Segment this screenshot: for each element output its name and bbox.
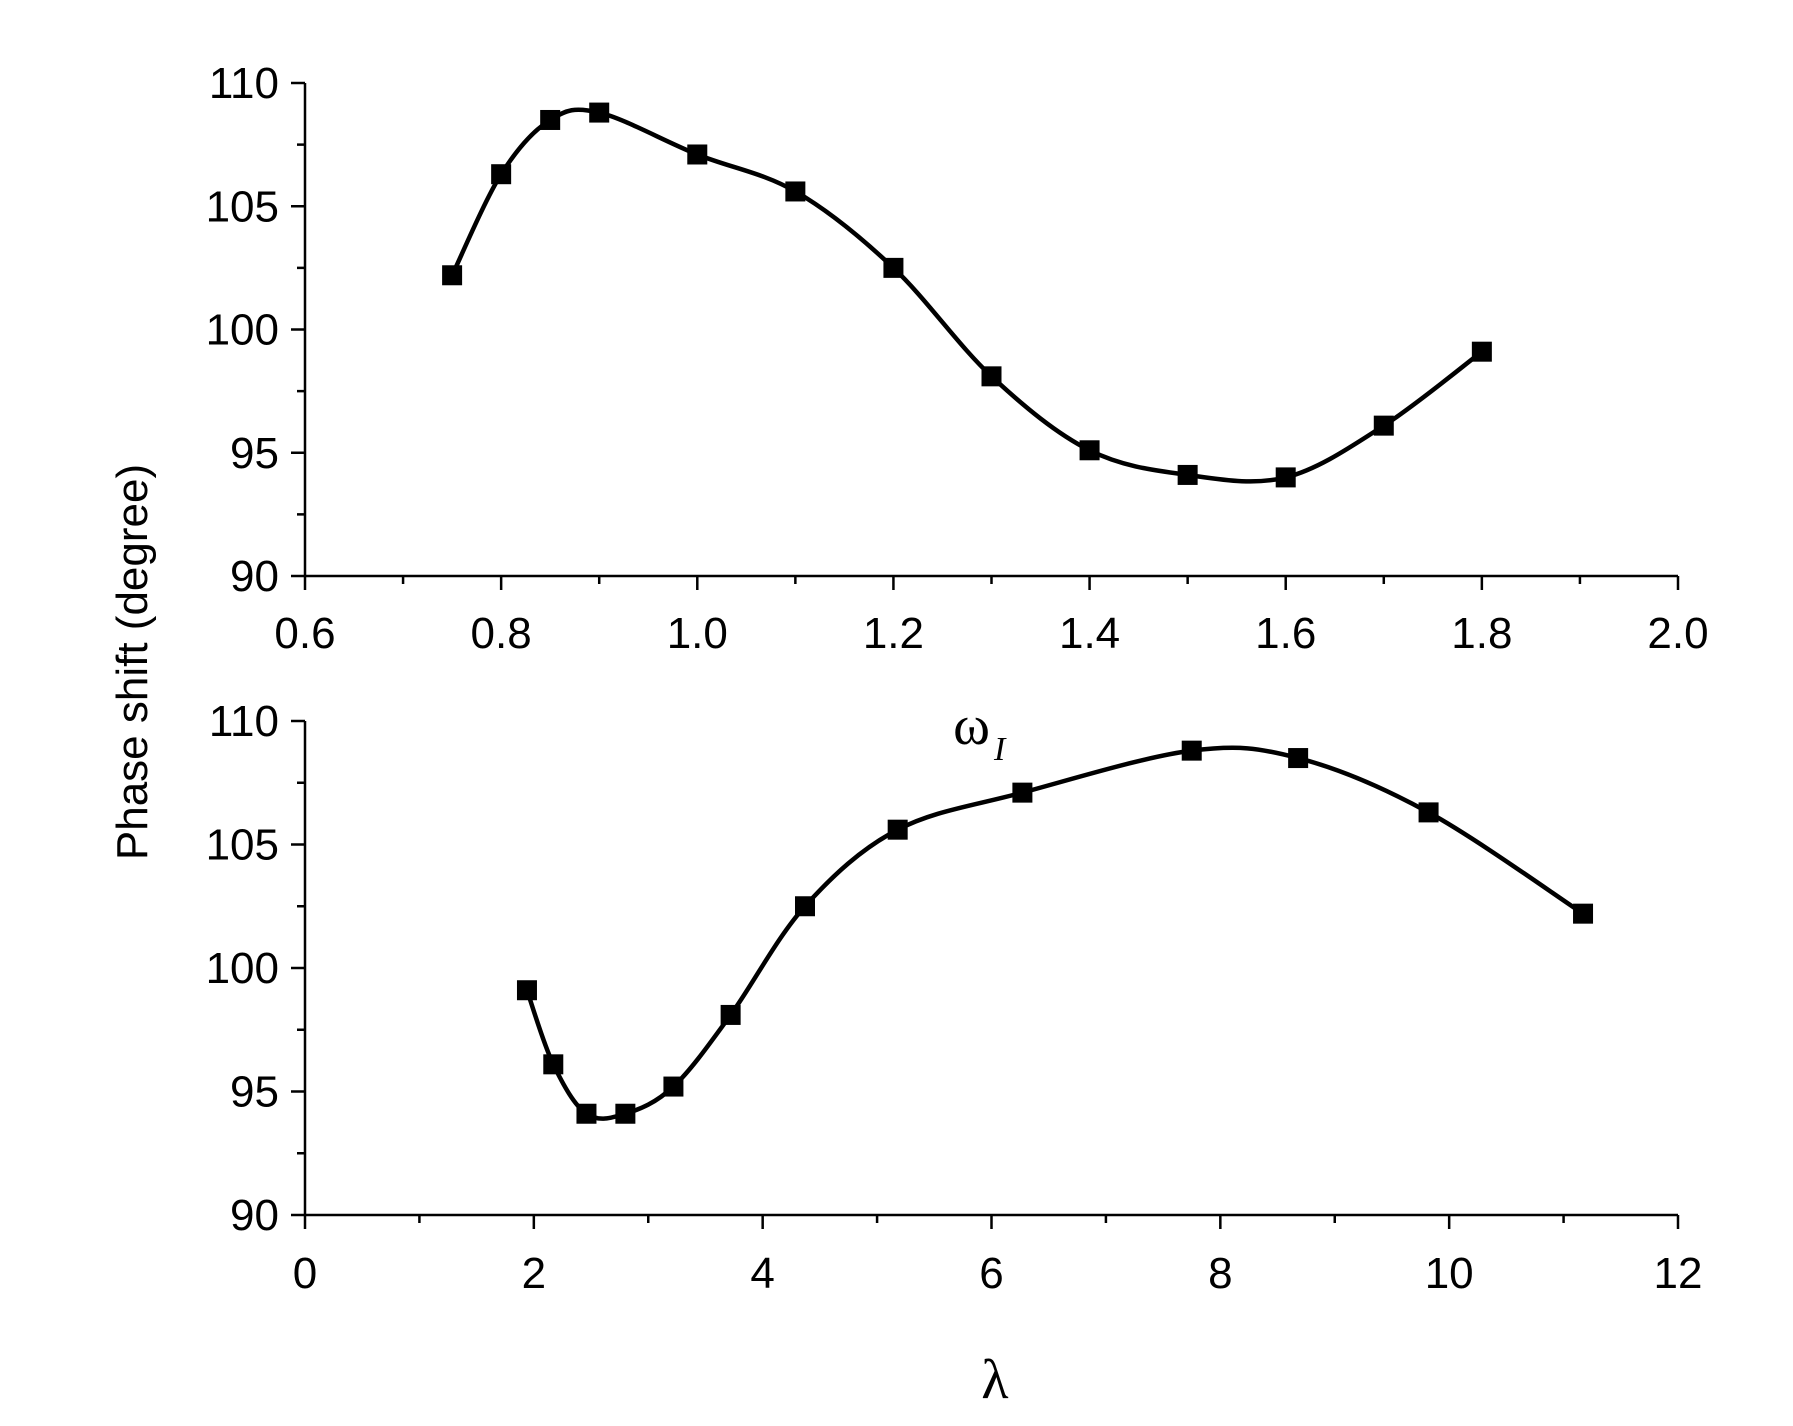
top-data-point (442, 265, 463, 286)
bottom-data-point (887, 819, 908, 840)
top-data-point (883, 257, 904, 278)
bottom-data-point (1573, 903, 1594, 924)
top-y-tick-label: 110 (209, 59, 279, 108)
bottom-x-tick-label: 6 (979, 1249, 1003, 1298)
bottom-series-line (524, 745, 1586, 1121)
top-panel: 0.6 0.8 1.0 1.2 1.4 1.6 1.8 2.0 90 95 100 105 110 (206, 59, 1709, 658)
bottom-x-tick-label: 0 (293, 1249, 317, 1298)
bottom-data-point (543, 1054, 564, 1075)
bottom-x-tick-label: 2 (522, 1249, 546, 1298)
x-axis-label-omega: ω (953, 695, 990, 757)
bottom-panel: 0 2 4 6 8 10 12 90 95 100 105 110 (206, 697, 1703, 1298)
top-y-tick-label: 100 (206, 306, 279, 355)
bottom-data-point (1288, 748, 1309, 769)
top-x-tick-label: 1.2 (863, 609, 924, 658)
y-axis-label: Phase shift (degree) (108, 464, 157, 860)
top-y-tick-label: 90 (230, 552, 279, 601)
bottom-x-tick-label: 10 (1425, 1249, 1474, 1298)
bottom-data-point (576, 1103, 597, 1124)
top-x-tick-label: 2.0 (1647, 609, 1708, 658)
bottom-y-tick-label: 110 (209, 697, 279, 746)
bottom-data-point (720, 1004, 741, 1025)
bottom-data-point (615, 1103, 636, 1124)
bottom-x-axis-label: λ (981, 1349, 1008, 1411)
bottom-y-tick-label: 105 (206, 821, 279, 870)
bottom-y-tick-label: 95 (230, 1068, 279, 1117)
top-data-point (1275, 467, 1296, 488)
bottom-x-tick-label: 4 (750, 1249, 774, 1298)
bottom-x-tick-label: 12 (1654, 1249, 1703, 1298)
top-data-point (540, 109, 561, 130)
top-data-point (785, 181, 806, 202)
top-y-tick-label: 95 (230, 429, 279, 478)
bottom-data-point (1181, 740, 1202, 761)
x-axis-label-subscript: I (993, 731, 1007, 768)
bottom-data-point (795, 896, 816, 917)
bottom-y-tick-label: 90 (230, 1191, 279, 1240)
top-data-point (1373, 415, 1394, 436)
top-data-point (981, 366, 1002, 387)
top-data-point (687, 144, 708, 165)
bottom-data-point (1012, 782, 1033, 803)
bottom-y-tick-label: 100 (206, 944, 279, 993)
top-x-tick-label: 1.6 (1255, 609, 1316, 658)
top-data-point (589, 102, 610, 123)
bottom-data-point (1418, 802, 1439, 823)
top-x-tick-label: 1.4 (1059, 609, 1120, 658)
bottom-data-point (516, 980, 537, 1001)
top-x-tick-label: 0.8 (471, 609, 532, 658)
bottom-data-point (663, 1076, 684, 1097)
top-x-axis-label: ω I (953, 695, 1007, 768)
top-data-point (1177, 464, 1198, 485)
top-x-tick-label: 0.6 (274, 609, 335, 658)
top-y-tick-label: 105 (206, 182, 279, 231)
top-data-point (1471, 341, 1492, 362)
top-data-point (1079, 440, 1100, 461)
top-x-tick-label: 1.8 (1451, 609, 1512, 658)
top-data-point (491, 164, 512, 185)
bottom-x-tick-label: 8 (1208, 1249, 1232, 1298)
top-x-tick-label: 1.0 (667, 609, 728, 658)
